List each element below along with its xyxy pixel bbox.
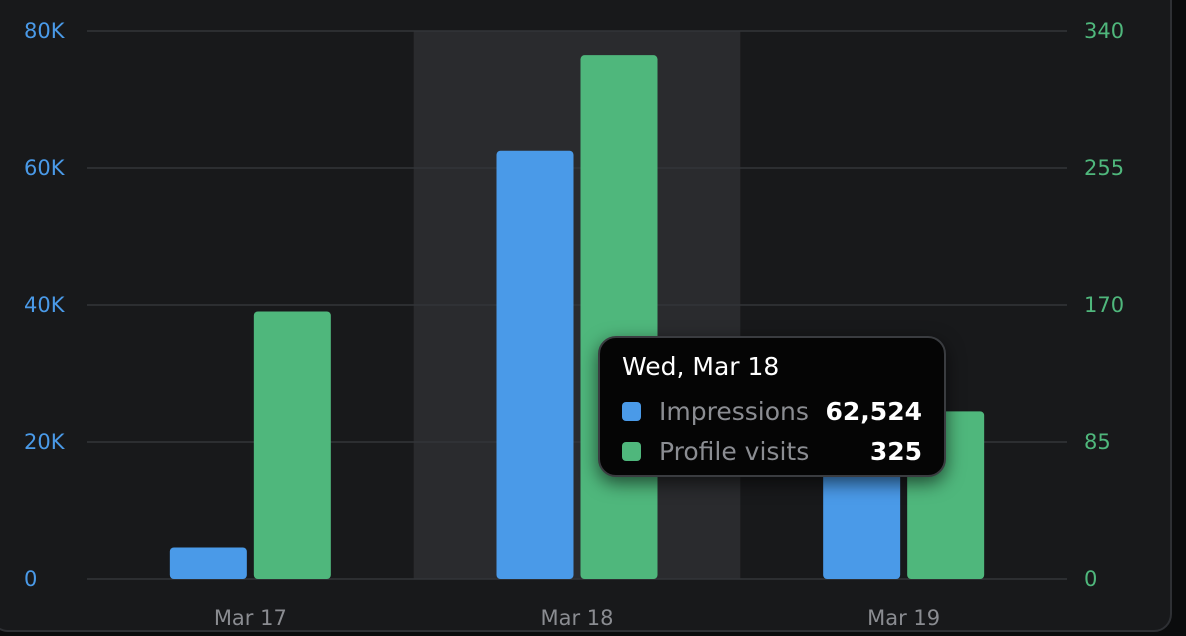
tooltip-title: Wed, Mar 18 <box>622 352 780 381</box>
chart-tooltip: Wed, Mar 18 Impressions 62,524 Profile v… <box>598 336 946 477</box>
tooltip-row-profile-visits: Profile visits 325 <box>622 435 922 467</box>
y-right-tick-label: 170 <box>1084 293 1124 317</box>
tooltip-value: 325 <box>869 436 922 466</box>
y-left-tick-label: 40K <box>24 293 66 317</box>
impressions-swatch <box>622 401 641 421</box>
y-left-tick-label: 0 <box>24 567 37 591</box>
y-left-tick-label: 80K <box>24 19 66 43</box>
tooltip-row-impressions: Impressions 62,524 <box>622 395 922 427</box>
x-tick-label: Mar 17 <box>214 606 287 630</box>
x-tick-label: Mar 18 <box>540 606 613 630</box>
tooltip-value: 62,524 <box>825 396 922 426</box>
x-tick-label: Mar 19 <box>867 606 940 630</box>
y-right-tick-label: 255 <box>1084 156 1124 180</box>
profile-visits-bar[interactable] <box>580 55 658 580</box>
impressions-bar[interactable] <box>169 547 247 579</box>
axis-labels-layer: 0 20K 40K 60K 80K 0 85 170 255 340 Mar 17 Mar 18 Mar… <box>24 19 1124 630</box>
y-right-tick-label: 85 <box>1084 430 1111 454</box>
tooltip-label: Impressions <box>659 396 809 426</box>
y-right-tick-label: 340 <box>1084 19 1124 43</box>
profile-visits-swatch <box>622 441 641 461</box>
tooltip-label: Profile visits <box>659 436 810 466</box>
profile-visits-bar[interactable] <box>253 311 331 579</box>
impressions-bar[interactable] <box>496 150 574 579</box>
y-left-tick-label: 60K <box>24 156 66 180</box>
y-right-tick-label: 0 <box>1084 567 1097 591</box>
y-left-tick-label: 20K <box>24 430 66 454</box>
